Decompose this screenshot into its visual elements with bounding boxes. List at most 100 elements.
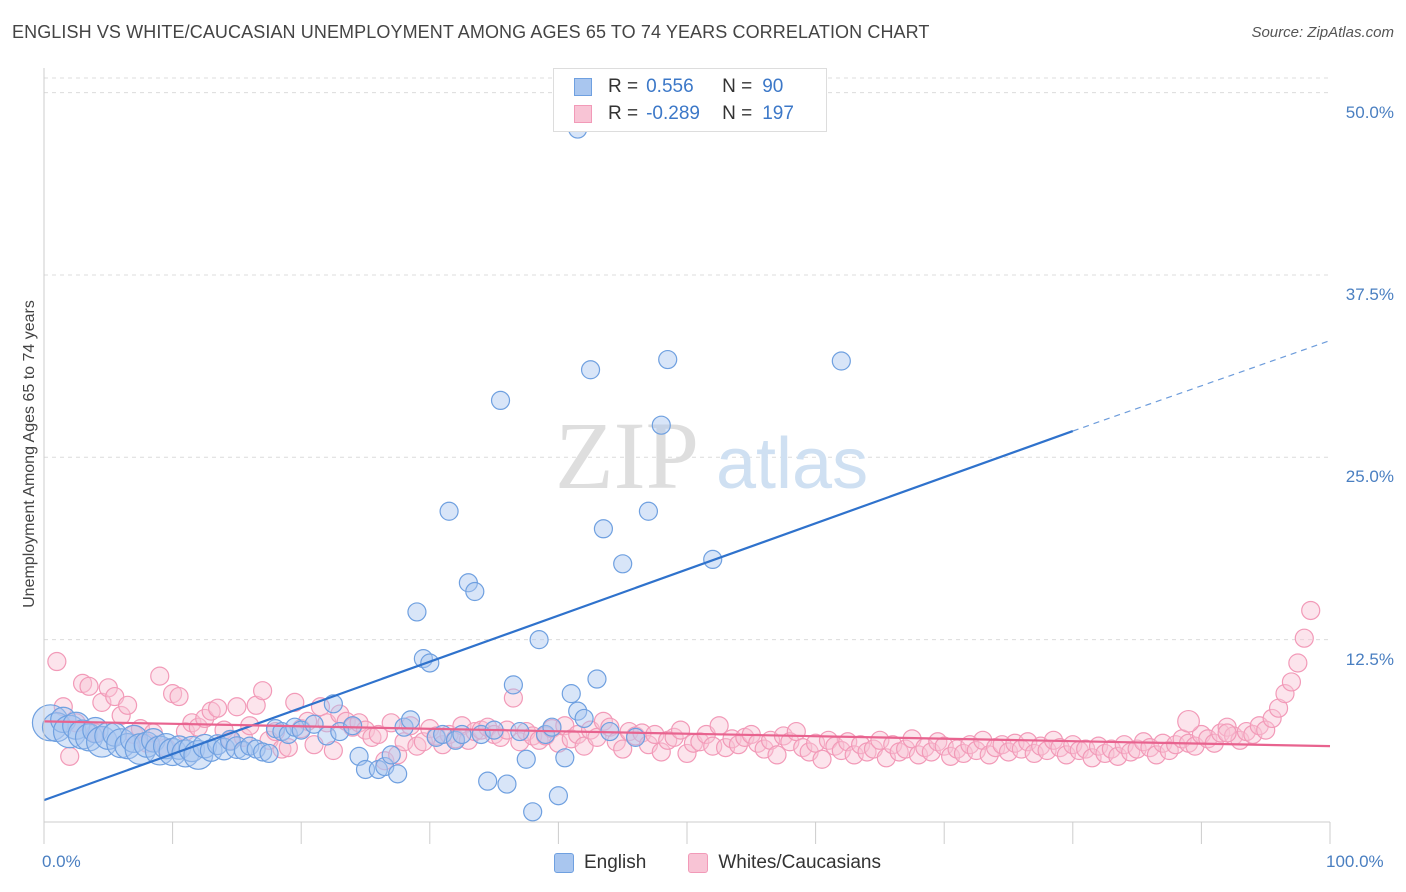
grid-lines: [44, 77, 1330, 641]
white-point: [690, 732, 710, 752]
white-point: [79, 676, 99, 696]
y-tick-label: 12.5%: [1345, 649, 1394, 669]
y-tick-label: 37.5%: [1345, 284, 1394, 304]
white-point: [400, 716, 421, 736]
white-point: [677, 743, 697, 764]
white-point: [285, 692, 305, 712]
white-point: [1256, 720, 1276, 740]
white-point: [767, 745, 787, 765]
english-point: [420, 653, 440, 673]
white-point: [870, 730, 890, 750]
legend-n-value-english: 90: [762, 76, 784, 97]
white-point: [1101, 739, 1121, 759]
english-trend-extension: [1072, 340, 1331, 432]
white-point: [150, 666, 170, 686]
english-point: [407, 602, 427, 622]
english-point: [831, 351, 851, 371]
white-point: [613, 739, 633, 759]
legend-swatch-english: [574, 78, 592, 96]
y-tick-label: 25.0%: [1345, 467, 1394, 487]
trend-lines: [43, 340, 1331, 802]
white-point: [786, 721, 806, 742]
english-point: [439, 501, 459, 521]
english-point: [400, 710, 421, 730]
english-point: [381, 745, 401, 765]
english-point: [625, 727, 646, 747]
english-point: [478, 771, 498, 791]
english-point: [323, 694, 343, 714]
legend-swatch-white: [574, 105, 592, 123]
legend-r-label: R =: [608, 76, 639, 97]
english-point: [497, 774, 517, 794]
english-point: [529, 630, 549, 650]
white-point: [1108, 746, 1128, 766]
english-point: [388, 764, 408, 784]
stats-legend: R = 0.556 N = 90 R = -0.289 N = 197: [553, 68, 827, 132]
white-point: [812, 749, 832, 769]
series-legend: English Whites/Caucasians: [554, 852, 923, 874]
white-point: [966, 740, 986, 761]
white-trend-line: [43, 720, 1331, 748]
white-point: [60, 746, 80, 766]
legend-r-value-english: 0.556: [646, 76, 694, 97]
legend-label-white: Whites/Caucasians: [718, 852, 881, 873]
white-point: [253, 681, 273, 701]
legend-n-label: N =: [722, 103, 753, 124]
legend-n-value-white: 197: [762, 103, 794, 124]
english-point: [561, 684, 581, 704]
white-point: [117, 695, 138, 715]
legend-item-white[interactable]: Whites/Caucasians: [688, 852, 881, 874]
english-point: [548, 786, 569, 806]
english-point: [503, 675, 523, 695]
white-point: [1018, 732, 1038, 752]
white-point: [1177, 709, 1200, 733]
english-point: [542, 717, 562, 737]
white-point: [47, 651, 67, 672]
x-tick-label-min: 0.0%: [42, 852, 81, 871]
english-point: [523, 802, 543, 822]
white-point: [979, 745, 999, 765]
white-point: [1056, 745, 1076, 765]
axes: [43, 68, 1331, 844]
english-point: [490, 390, 511, 410]
legend-r-value-white: -0.289: [646, 103, 700, 124]
legend-n-label: N =: [722, 76, 753, 97]
white-point: [1114, 735, 1134, 755]
english-point: [452, 724, 472, 745]
white-point: [1294, 628, 1314, 648]
white-point: [1275, 684, 1295, 704]
legend-row-white: R = -0.289 N = 197: [574, 101, 794, 127]
legend-swatch-white: [688, 853, 709, 873]
english-point: [574, 708, 594, 729]
watermark-zip: ZIP: [555, 402, 699, 509]
white-point: [1301, 600, 1321, 621]
watermark-atlas: atlas: [716, 424, 868, 504]
legend-item-english[interactable]: English: [554, 852, 646, 874]
english-point: [587, 669, 607, 689]
white-point: [490, 727, 511, 747]
english-point: [580, 360, 601, 380]
white-point: [851, 735, 871, 755]
english-point: [593, 519, 614, 539]
legend-r-label: R =: [608, 103, 639, 124]
white-point: [1262, 708, 1282, 729]
legend-label-english: English: [584, 852, 647, 873]
white-point: [503, 688, 523, 708]
white-point: [1281, 672, 1302, 692]
white-point: [355, 720, 376, 740]
english-trend-line: [43, 429, 1074, 802]
white-point: [368, 724, 388, 745]
english-point: [516, 749, 536, 769]
english-point: [555, 748, 575, 768]
y-axis-label: Unemployment Among Ages 65 to 74 years: [21, 300, 38, 608]
english-point: [568, 701, 588, 721]
english-point: [304, 714, 324, 734]
english-point: [613, 554, 633, 574]
source-label: Source: ZipAtlas.com: [1251, 24, 1394, 41]
english-point: [343, 716, 363, 736]
white-point: [227, 697, 247, 717]
white-point: [1146, 745, 1166, 765]
white-point: [883, 735, 903, 755]
white-point: [208, 698, 228, 718]
